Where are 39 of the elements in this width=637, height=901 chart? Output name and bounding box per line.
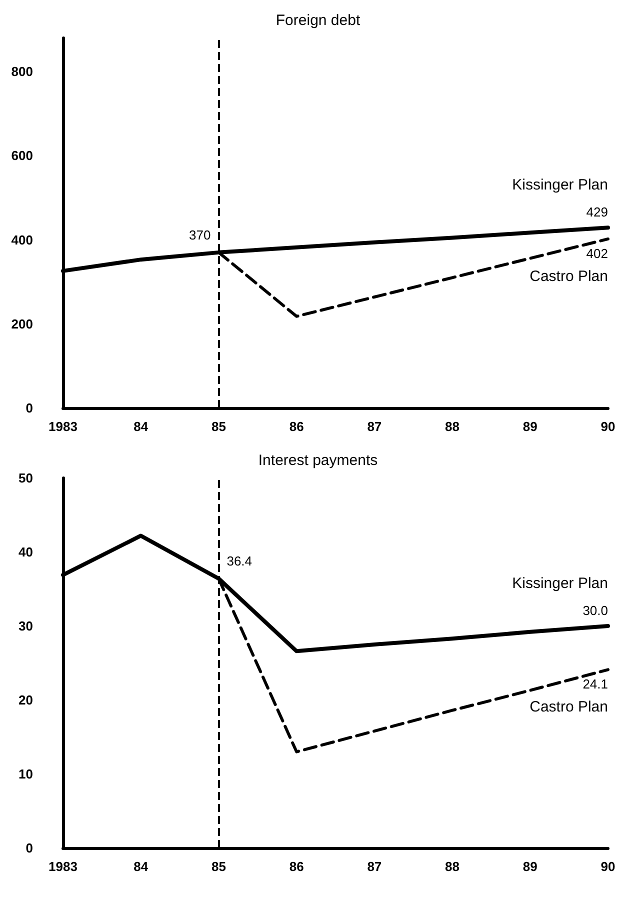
y-tick-label: 400 [11, 232, 33, 248]
x-tick-label: 86 [289, 859, 304, 874]
x-tick-label: 1983 [48, 419, 78, 434]
y-tick-label: 30 [18, 618, 33, 634]
y-tick-label: 50 [18, 470, 33, 486]
y-tick-label: 0 [26, 400, 33, 416]
chart-title: Foreign debt [276, 12, 361, 29]
x-tick-label: 87 [367, 419, 382, 434]
data-label: 429 [586, 204, 608, 220]
x-tick-label: 84 [134, 419, 149, 434]
x-tick-label: 89 [522, 859, 538, 874]
y-tick-label: 10 [18, 766, 33, 782]
series-label: Castro Plan [530, 268, 608, 285]
y-tick-label: 200 [11, 316, 33, 332]
data-label: 30.0 [582, 603, 608, 618]
x-tick-label: 88 [445, 419, 460, 434]
y-tick-label: 20 [18, 692, 33, 708]
y-tick-label: 600 [11, 148, 33, 164]
x-tick-label: 88 [445, 859, 460, 874]
data-label: 24.1 [582, 676, 608, 692]
series-label: Castro Plan [530, 698, 608, 716]
x-tick-label: 84 [134, 859, 149, 874]
x-tick-label: 87 [367, 859, 382, 874]
chart-title: Interest payments [258, 452, 378, 469]
data-label: 36.4 [226, 554, 252, 569]
text: Kissinger Plan [512, 575, 608, 592]
x-tick-label: 85 [211, 419, 226, 434]
x-tick-label: 90 [600, 419, 616, 434]
y-tick-label: 0 [26, 840, 33, 856]
y-tick-label: 40 [18, 544, 33, 560]
data-label: 402 [586, 246, 608, 261]
y-tick-label: 800 [11, 64, 33, 80]
data-label: 370 [189, 227, 211, 242]
x-tick-label: 90 [600, 859, 616, 874]
x-tick-label: 1983 [48, 859, 78, 874]
x-tick-label: 89 [522, 419, 538, 434]
text: Kissinger Plan [512, 176, 608, 194]
x-tick-label: 85 [211, 859, 226, 874]
x-tick-label: 86 [289, 419, 304, 434]
